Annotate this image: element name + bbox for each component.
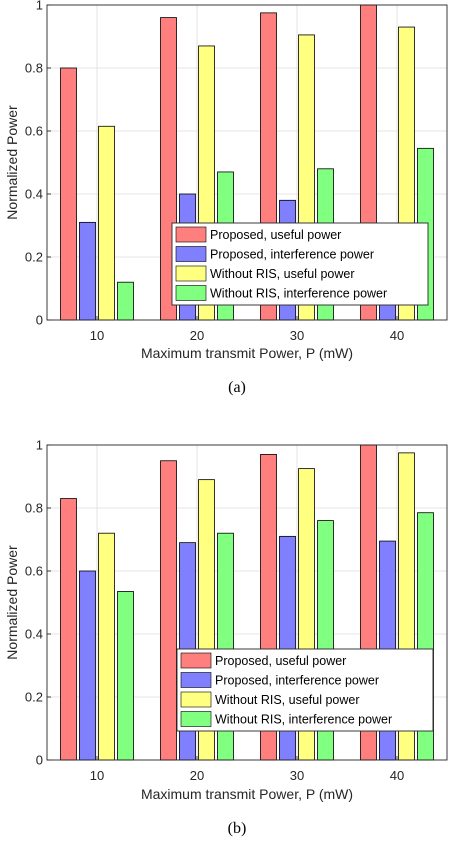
axes-box xyxy=(46,444,448,761)
bar xyxy=(160,460,177,761)
legend-swatch xyxy=(180,652,212,669)
legend: Proposed, useful power Proposed, interfer… xyxy=(176,648,434,732)
y-tick-label: 0 xyxy=(36,753,43,768)
x-ticks: 10 20 30 40 xyxy=(90,756,404,783)
chart-1: 0 0.2 0.4 0.6 0.8 1 10 20 30 40 Maximum transmit P… xyxy=(4,0,448,396)
x-tick-label: 10 xyxy=(90,768,104,783)
y-tick-label: 0.8 xyxy=(25,61,43,76)
y-tick-label: 0.2 xyxy=(25,250,43,265)
y-ticks: 0 0.2 0.4 0.6 0.8 1 xyxy=(25,438,51,768)
legend-swatch xyxy=(175,246,207,262)
legend-entry: Without RIS, useful power xyxy=(215,693,360,707)
legend-entry: Proposed, interference power xyxy=(210,248,374,262)
x-axis-label: Maximum transmit Power, P (mW) xyxy=(141,345,353,361)
y-tick-label: 0.4 xyxy=(25,187,43,202)
y-tick-label: 0.8 xyxy=(25,501,43,516)
bar xyxy=(60,67,77,321)
bar xyxy=(79,221,96,321)
x-tick-label: 30 xyxy=(290,768,304,783)
legend-entry: Without RIS, interference power xyxy=(215,713,392,727)
chart-2: 0 0.2 0.4 0.6 0.8 1 10 20 30 40 Maximum transmit P… xyxy=(4,438,448,837)
y-axis-label: Normalized Power xyxy=(4,545,20,660)
y-tick-label: 0.4 xyxy=(25,627,43,642)
legend-swatch xyxy=(175,265,207,282)
y-tick-label: 0 xyxy=(36,313,43,328)
x-tick-label: 20 xyxy=(190,768,204,783)
x-tick-label: 30 xyxy=(290,328,304,343)
x-axis-label: Maximum transmit Power, P (mW) xyxy=(141,786,353,802)
legend-entry: Proposed, useful power xyxy=(210,228,341,242)
axes-box xyxy=(46,4,448,321)
y-tick-label: 0.6 xyxy=(25,564,43,579)
x-tick-label: 20 xyxy=(190,328,204,343)
figure-caption: (b) xyxy=(228,820,247,837)
bar xyxy=(98,125,115,321)
x-ticks: 10 20 30 40 xyxy=(90,316,404,343)
legend-swatch xyxy=(180,672,212,688)
legend-swatch xyxy=(180,691,212,708)
y-ticks: 0 0.2 0.4 0.6 0.8 1 xyxy=(25,0,51,328)
x-tick-label: 10 xyxy=(90,328,104,343)
legend-box xyxy=(171,222,429,306)
legend-entry: Proposed, interference power xyxy=(215,674,379,688)
figure-caption: (a) xyxy=(228,379,246,396)
legend-swatch xyxy=(175,226,207,243)
legend-entry: Without RIS, interference power xyxy=(210,287,387,301)
bar xyxy=(79,570,96,761)
x-tick-label: 40 xyxy=(390,768,404,783)
legend-entry: Proposed, useful power xyxy=(215,654,346,668)
legend-box xyxy=(176,648,434,732)
bar xyxy=(98,532,115,761)
x-tick-label: 40 xyxy=(390,328,404,343)
y-tick-label: 1 xyxy=(36,438,43,453)
legend-entry: Without RIS, useful power xyxy=(210,267,355,281)
legend-swatch xyxy=(175,285,207,301)
bar xyxy=(117,281,134,321)
y-tick-label: 0.6 xyxy=(25,124,43,139)
legend-swatch xyxy=(180,711,212,727)
legend: Proposed, useful power Proposed, interfer… xyxy=(171,222,429,306)
bar xyxy=(117,591,134,761)
y-tick-label: 1 xyxy=(36,0,43,13)
y-tick-label: 0.2 xyxy=(25,690,43,705)
y-axis-label: Normalized Power xyxy=(4,105,20,220)
bar xyxy=(60,498,77,761)
